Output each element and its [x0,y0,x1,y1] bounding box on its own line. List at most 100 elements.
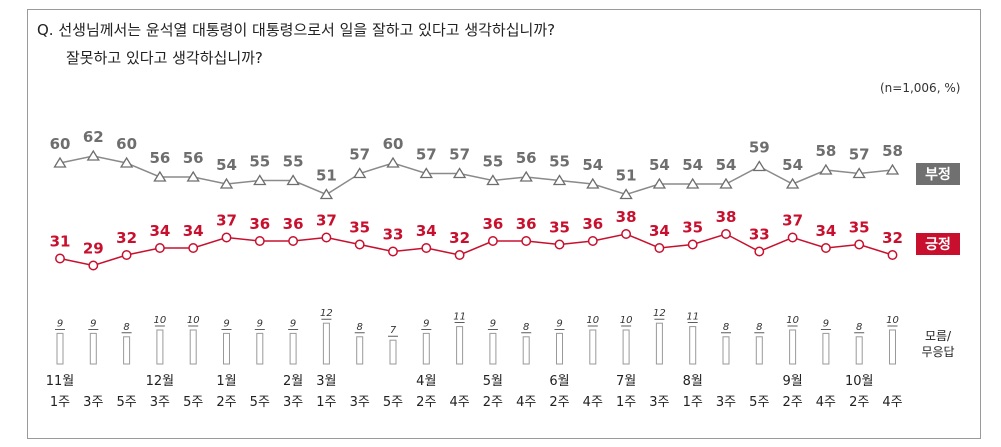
x-tick-week: 2주 [782,395,802,410]
unknown-value-label: 8 [123,322,129,333]
positive-value-label: 35 [849,219,870,237]
negative-value-label: 54 [216,156,237,174]
x-tick-week: 3주 [83,395,103,410]
negative-marker [319,188,334,200]
negative-marker [819,163,833,175]
x-tick-week: 5주 [250,395,270,410]
unknown-bar [256,332,264,365]
unknown-value-label: 10 [786,315,799,326]
positive-marker [288,236,299,246]
positive-marker [521,236,532,246]
x-tick-week: 3주 [649,395,669,410]
positive-value-label: 37 [316,212,337,230]
unknown-value-label: 10 [620,315,633,326]
unknown-bar [655,322,663,365]
positive-value-label: 38 [716,208,737,226]
x-tick-week: 3주 [350,395,370,410]
unknown-bar [156,329,164,365]
positive-marker [388,246,398,257]
positive-marker [154,243,165,253]
positive-marker [820,243,831,253]
negative-value-label: 56 [183,149,204,167]
unknown-value-label: 9 [257,318,263,329]
positive-marker [554,239,565,250]
sample-note: (n=1,006, %) [880,81,961,95]
x-tick-month: 1월 [216,374,236,389]
unknown-bar [522,336,530,365]
unknown-value-label: 12 [653,308,666,319]
unknown-value-label: 9 [90,318,96,329]
positive-value-label: 34 [815,222,836,240]
positive-value-label: 34 [149,222,170,240]
unknown-value-label: 8 [723,322,729,333]
negative-marker [119,156,134,168]
positive-legend-label: 긍정 [925,236,951,253]
negative-value-label: 57 [349,146,370,164]
negative-value-label: 54 [582,156,603,174]
unknown-bar [56,332,64,365]
negative-value-label: 55 [549,153,570,171]
x-tick-month: 7월 [616,374,636,389]
positive-value-label: 38 [616,208,637,226]
positive-value-label: 33 [383,226,404,244]
x-tick-month: 3월 [316,374,336,389]
positive-marker [421,243,432,253]
unknown-value-label: 8 [756,322,762,333]
negative-marker [186,170,200,182]
positive-value-label: 37 [216,212,237,230]
negative-value-label: 54 [716,156,737,174]
unknown-value-label: 8 [523,322,529,333]
negative-marker [153,170,167,182]
positive-marker [721,229,731,239]
negative-legend-label: 부정 [925,166,951,183]
unknown-value-label: 9 [490,318,496,329]
unknown-value-label: 9 [57,318,63,329]
x-tick-week: 4주 [449,395,469,410]
negative-marker [619,188,633,200]
unknown-bar [389,339,397,365]
negative-marker [452,167,467,179]
positive-marker [787,232,798,243]
negative-value-label: 51 [316,167,337,185]
positive-value-label: 34 [183,222,204,240]
unknown-bar [822,332,830,365]
negative-value-label: 55 [283,153,304,171]
positive-value-label: 36 [516,215,537,233]
x-tick-month: 11월 [46,374,75,389]
question-line-2: 잘못하고 있다고 생각하십니까? [66,49,263,67]
x-tick-month: 6월 [549,374,569,389]
negative-value-label: 51 [616,167,637,185]
negative-legend-badge: 부정 [916,163,960,185]
negative-marker [419,167,433,179]
x-tick-week: 4주 [816,395,836,410]
unknown-bar [223,332,230,365]
unknown-bar [889,329,896,365]
unknown-bar [622,329,630,365]
negative-marker [86,149,100,161]
negative-marker [885,163,900,175]
unknown-bar [189,329,197,365]
negative-marker [486,174,500,186]
unknown-bar [589,329,597,365]
positive-marker [654,243,665,253]
positive-value-label: 33 [749,226,770,244]
negative-marker [785,177,800,189]
x-tick-month: 2월 [283,374,303,389]
unknown-bar [356,336,364,365]
x-tick-week: 2주 [416,395,436,410]
positive-marker [88,260,99,271]
positive-marker [687,239,698,250]
unknown-bar [722,336,730,365]
x-tick-month: 8월 [683,374,703,389]
negative-marker [719,177,733,189]
negative-value-label: 56 [516,149,537,167]
positive-marker [221,232,232,243]
negative-value-label: 54 [782,156,803,174]
negative-value-label: 60 [116,135,137,153]
positive-line [59,233,893,267]
negative-marker [586,177,600,189]
unknown-value-label: 9 [223,318,229,329]
unknown-bar [322,322,330,365]
unknown-value-label: 9 [423,318,429,329]
